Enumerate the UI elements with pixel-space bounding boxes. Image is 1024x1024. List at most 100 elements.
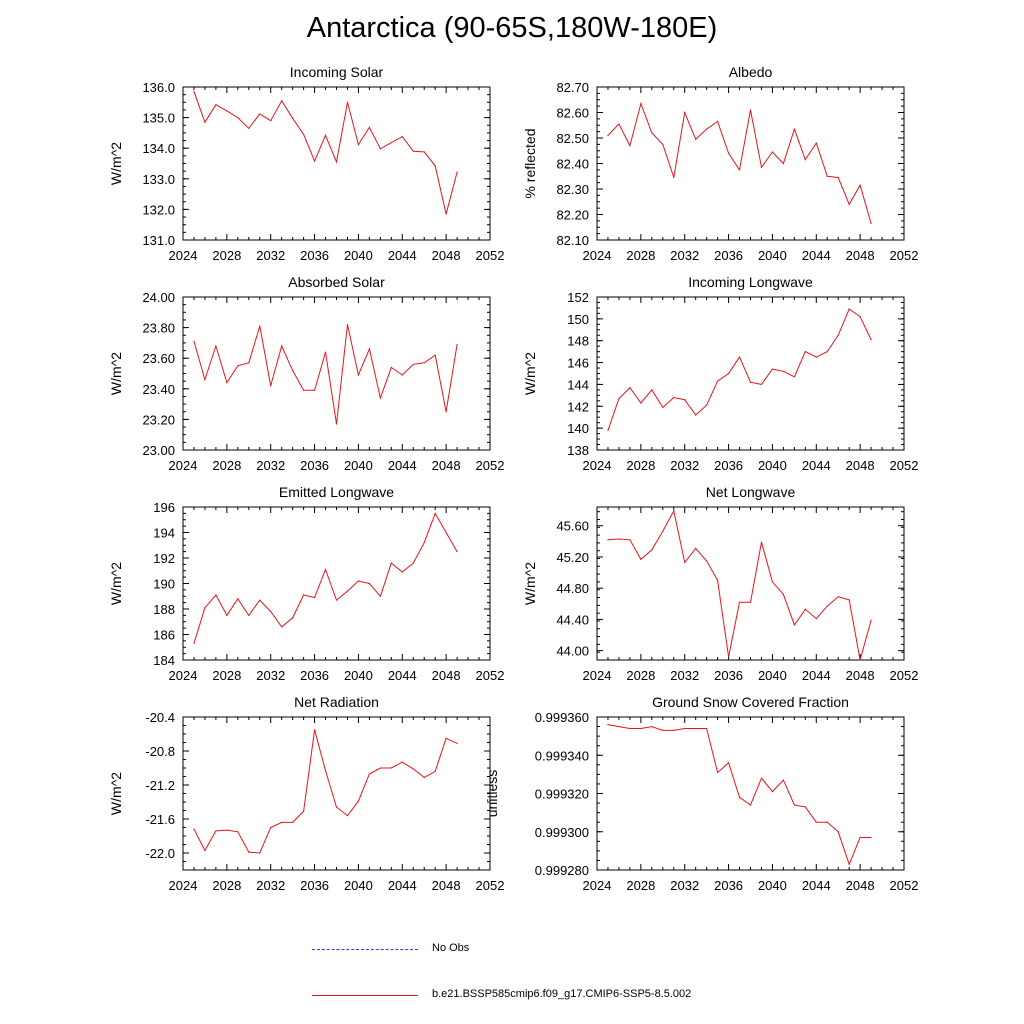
data-point xyxy=(324,351,327,353)
y-tick-label: 82.30 xyxy=(556,182,589,197)
data-point xyxy=(607,539,609,541)
data-point xyxy=(673,176,675,179)
data-point xyxy=(292,617,294,619)
data-point xyxy=(826,605,828,607)
data-point xyxy=(717,380,719,382)
y-axis-label: W/m^2 xyxy=(108,142,124,185)
x-tick-label: 2036 xyxy=(300,458,329,473)
series-line xyxy=(607,308,872,431)
data-point xyxy=(379,397,381,399)
data-point xyxy=(815,821,817,823)
data-point xyxy=(727,152,730,154)
y-tick-label: 140 xyxy=(567,421,589,436)
y-tick-label: 23.20 xyxy=(142,412,175,427)
data-point xyxy=(684,561,686,564)
data-point xyxy=(859,184,861,186)
chart-title: Incoming Solar xyxy=(290,64,384,80)
data-point xyxy=(826,351,828,353)
data-point xyxy=(259,599,261,601)
data-point xyxy=(629,727,631,730)
data-point xyxy=(662,143,664,145)
data-point xyxy=(771,790,774,793)
data-point xyxy=(749,109,752,111)
data-point xyxy=(335,599,338,601)
data-point xyxy=(226,110,228,112)
data-point xyxy=(423,776,425,778)
x-tick-label: 2024 xyxy=(583,248,612,263)
data-point xyxy=(401,374,403,376)
data-point xyxy=(848,863,850,865)
data-point xyxy=(368,126,370,128)
y-tick-label: 138 xyxy=(567,443,589,458)
chart-panel: 2024 2028 2032 2036 2040 2044 2048 2052 44.00 44.… xyxy=(522,484,918,683)
data-point xyxy=(445,531,447,534)
data-point xyxy=(368,773,370,775)
data-point xyxy=(270,610,272,613)
y-tick-label: 134.0 xyxy=(142,141,175,156)
data-point xyxy=(456,742,458,744)
data-point xyxy=(607,429,609,431)
data-point xyxy=(303,389,305,391)
data-point xyxy=(640,402,642,404)
data-point xyxy=(684,727,686,730)
data-point xyxy=(837,831,839,833)
x-tick-label: 2048 xyxy=(846,668,875,683)
data-point xyxy=(456,171,458,173)
data-point xyxy=(248,362,250,364)
data-point xyxy=(335,806,338,808)
page-title: Antarctica (90-65S,180W-180E) xyxy=(306,12,718,44)
data-point xyxy=(226,614,228,616)
x-tick-label: 2032 xyxy=(670,248,699,263)
x-tick-label: 2040 xyxy=(758,878,787,893)
data-point xyxy=(640,102,642,105)
x-tick-label: 2048 xyxy=(846,248,875,263)
chart-panel: 2024 2028 2032 2036 2040 2044 2048 2052 184 186 18… xyxy=(108,484,504,683)
data-point xyxy=(629,539,631,541)
x-tick-label: 2048 xyxy=(432,458,461,473)
y-tick-label: -21.2 xyxy=(145,778,175,793)
data-point xyxy=(270,826,272,829)
x-tick-label: 2052 xyxy=(476,458,505,473)
data-point xyxy=(281,345,283,347)
data-point xyxy=(434,770,436,773)
y-tick-label: 82.60 xyxy=(556,106,589,121)
series-line xyxy=(193,729,458,854)
data-point xyxy=(706,128,708,130)
data-point xyxy=(673,396,675,399)
data-point xyxy=(303,594,305,596)
data-point xyxy=(695,138,697,140)
x-tick-label: 2040 xyxy=(758,458,787,473)
legend-dashed-line-swatch xyxy=(312,949,418,950)
data-point xyxy=(793,376,795,378)
y-tick-label: 44.00 xyxy=(556,644,589,659)
y-axis-label: % reflected xyxy=(522,128,538,198)
data-point xyxy=(662,729,664,731)
data-point xyxy=(412,363,414,365)
data-point xyxy=(368,348,370,350)
data-point xyxy=(281,626,283,628)
x-tick-label: 2036 xyxy=(300,248,329,263)
data-point xyxy=(379,767,381,769)
series-line xyxy=(193,91,458,215)
data-point xyxy=(379,148,381,150)
x-tick-label: 2032 xyxy=(256,668,285,683)
data-point xyxy=(673,510,675,512)
data-point xyxy=(259,113,261,115)
data-point xyxy=(848,599,850,601)
y-axis-label: W/m^2 xyxy=(108,562,124,605)
data-point xyxy=(618,123,620,125)
data-point xyxy=(618,398,620,400)
chart-title: Emitted Longwave xyxy=(279,484,394,500)
data-point xyxy=(281,100,283,102)
data-point xyxy=(412,768,414,770)
data-point xyxy=(313,160,316,162)
data-point xyxy=(717,579,719,581)
x-tick-label: 2052 xyxy=(890,248,919,263)
data-point xyxy=(423,362,425,364)
data-point xyxy=(640,558,642,560)
y-tick-label: 82.40 xyxy=(556,157,589,172)
x-tick-label: 2036 xyxy=(714,458,743,473)
x-tick-label: 2052 xyxy=(476,878,505,893)
data-point xyxy=(859,659,861,661)
x-tick-label: 2024 xyxy=(169,458,198,473)
